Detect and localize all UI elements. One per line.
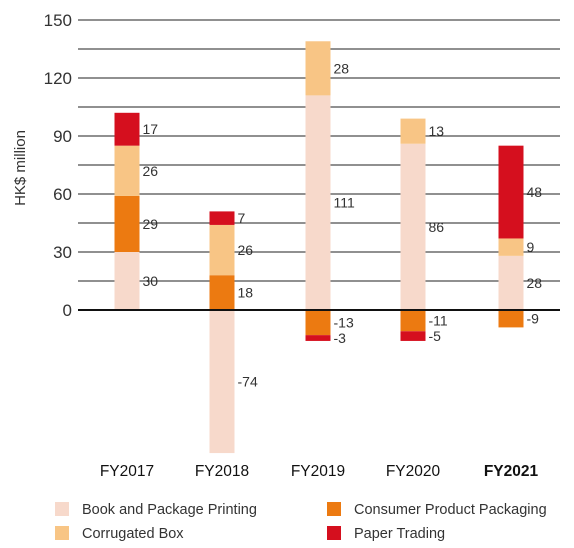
bar-segment — [209, 224, 235, 276]
data-label: 26 — [238, 242, 254, 258]
data-label: 13 — [429, 123, 445, 139]
data-label: 111 — [334, 195, 355, 211]
bar-segment — [114, 112, 140, 146]
legend-swatch — [327, 526, 341, 540]
data-label: -9 — [527, 311, 540, 327]
data-labels: 30 29 26 17 -74 18 26 7 111 -13 28 -3 86 -11 13 -5 28 -9 9… — [143, 60, 543, 389]
bar-segment — [305, 310, 331, 336]
data-label: 30 — [143, 273, 159, 289]
data-label: 26 — [143, 163, 159, 179]
bar-segment — [305, 95, 331, 311]
bar-segment — [498, 238, 524, 256]
y-tick-label: 150 — [44, 11, 72, 30]
bar-segment — [209, 211, 235, 225]
x-tick-label: FY2019 — [291, 463, 345, 480]
bar-segment — [114, 145, 140, 196]
bar-segment — [498, 145, 524, 239]
data-label: 86 — [429, 219, 445, 235]
data-label: 28 — [334, 60, 350, 76]
data-label: 9 — [527, 239, 535, 255]
data-label: -74 — [238, 374, 258, 390]
bar-segment — [400, 310, 426, 332]
bars — [114, 41, 524, 454]
y-axis-label: HK$ million — [12, 130, 29, 206]
bar-segment — [498, 310, 524, 328]
x-tick-label: FY2020 — [386, 463, 441, 480]
legend-label: Consumer Product Packaging — [354, 502, 547, 518]
y-tick-label: 90 — [53, 127, 72, 146]
legend-swatch — [327, 502, 341, 516]
y-tick-label: 120 — [44, 69, 72, 88]
x-tick-label: FY2021 — [484, 463, 539, 480]
data-label: -13 — [334, 315, 354, 331]
legend-swatch — [55, 526, 69, 540]
bar-segment — [400, 331, 426, 341]
x-tick-label: FY2018 — [195, 463, 249, 480]
data-label: 18 — [238, 285, 254, 301]
bar-segment — [305, 335, 331, 341]
bar-segment — [400, 143, 426, 310]
y-tick-label: 0 — [63, 301, 72, 320]
bar-segment — [400, 118, 426, 144]
data-label: -11 — [429, 313, 448, 329]
y-tick-label: 30 — [53, 243, 72, 262]
bar-segment — [305, 41, 331, 96]
y-tick-label: 60 — [53, 185, 72, 204]
bar-segment — [498, 255, 524, 310]
data-label: 29 — [143, 216, 159, 232]
data-label: 48 — [527, 184, 543, 200]
legend-swatch — [55, 502, 69, 516]
y-axis-ticks: 0 30 60 90 120 150 — [44, 11, 72, 320]
bar-segment — [209, 310, 235, 454]
x-tick-label: FY2017 — [100, 463, 154, 480]
legend-label: Corrugated Box — [82, 526, 184, 542]
bar-segment — [114, 252, 140, 310]
data-label: 28 — [527, 275, 543, 291]
data-label: 7 — [238, 210, 246, 226]
bar-segment — [209, 275, 235, 310]
data-label: -5 — [429, 328, 442, 344]
x-axis-labels: FY2017 FY2018 FY2019 FY2020 FY2021 — [100, 463, 539, 480]
legend-label: Book and Package Printing — [82, 502, 257, 518]
data-label: -3 — [334, 330, 347, 346]
data-label: 17 — [143, 121, 159, 137]
legend-label: Paper Trading — [354, 526, 445, 542]
bar-segment — [114, 195, 140, 252]
legend: Book and Package Printing Consumer Produc… — [55, 502, 547, 542]
